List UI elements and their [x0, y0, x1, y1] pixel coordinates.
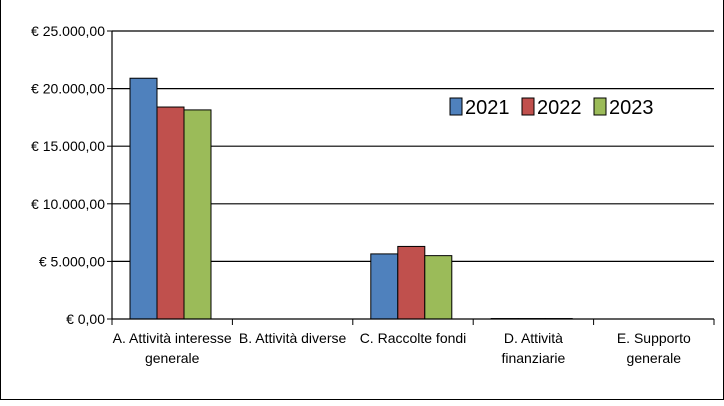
chart-border: [0, 0, 724, 400]
chart-container: € 0,00€ 5.000,00€ 10.000,00€ 15.000,00€ …: [0, 0, 724, 401]
